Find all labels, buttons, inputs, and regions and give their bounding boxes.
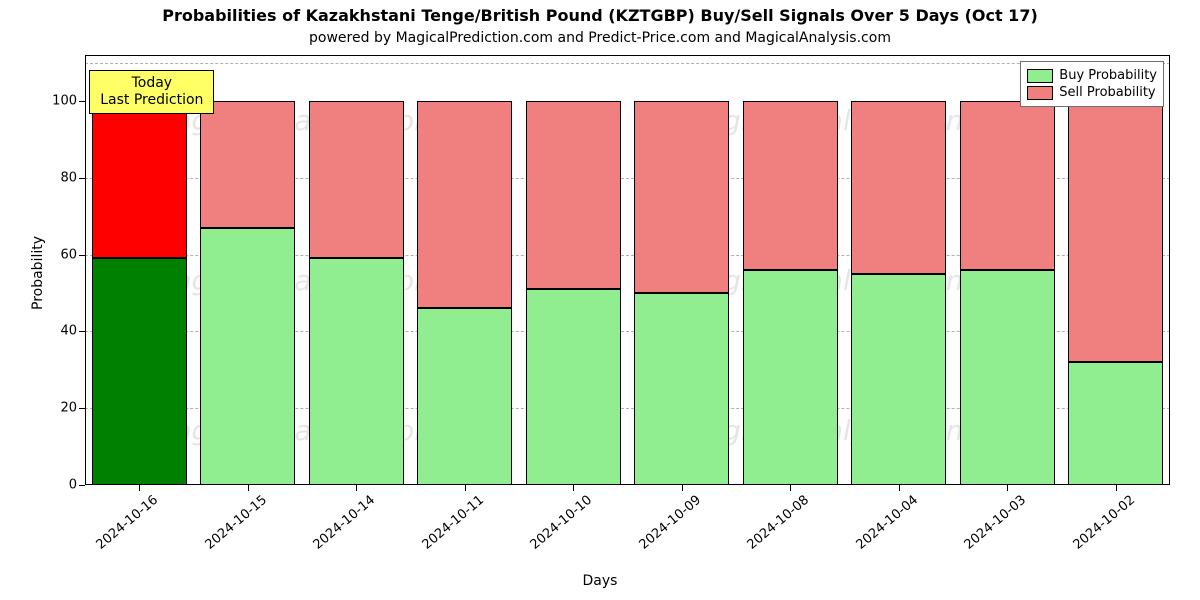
y-tick-mark [79,255,85,256]
x-tick-mark [1116,485,1117,491]
today-annotation: Today Last Prediction [89,70,214,114]
plot-area: MagicalAnalysis.comMagicalAnalysis.comMa… [85,55,1170,485]
chart-title: Probabilities of Kazakhstani Tenge/Briti… [0,6,1200,25]
x-tick-label: 2024-10-03 [955,485,1029,553]
legend-item: Buy Probability [1027,68,1157,83]
y-axis-label: Probability [30,236,46,310]
legend: Buy Probability Sell Probability [1020,61,1164,107]
x-tick-mark [573,485,574,491]
x-tick-label: 2024-10-10 [521,485,595,553]
y-tick-mark [79,485,85,486]
x-tick-mark [1007,485,1008,491]
chart-container: Probabilities of Kazakhstani Tenge/Briti… [0,0,1200,600]
y-tick-mark [79,178,85,179]
x-tick-label: 2024-10-09 [630,485,704,553]
x-tick-label: 2024-10-14 [304,485,378,553]
annotation-line1: Today [100,75,203,92]
x-tick-mark [465,485,466,491]
x-tick-label: 2024-10-02 [1064,485,1138,553]
annotation-line2: Last Prediction [100,92,203,109]
x-tick-mark [356,485,357,491]
y-tick-mark [79,331,85,332]
x-tick-mark [899,485,900,491]
chart-subtitle: powered by MagicalPrediction.com and Pre… [0,30,1200,46]
legend-label: Buy Probability [1059,68,1157,83]
legend-label: Sell Probability [1059,85,1155,100]
legend-swatch [1027,69,1053,83]
x-tick-label: 2024-10-11 [413,485,487,553]
x-tick-mark [790,485,791,491]
x-tick-mark [248,485,249,491]
x-tick-mark [682,485,683,491]
y-tick-mark [79,408,85,409]
x-axis-label: Days [0,573,1200,589]
x-tick-label: 2024-10-04 [847,485,921,553]
x-tick-label: 2024-10-15 [196,485,270,553]
y-tick-mark [79,101,85,102]
plot-border [85,55,1170,485]
x-tick-label: 2024-10-08 [738,485,812,553]
x-tick-label: 2024-10-16 [87,485,161,553]
x-tick-mark [139,485,140,491]
legend-item: Sell Probability [1027,85,1157,100]
legend-swatch [1027,86,1053,100]
